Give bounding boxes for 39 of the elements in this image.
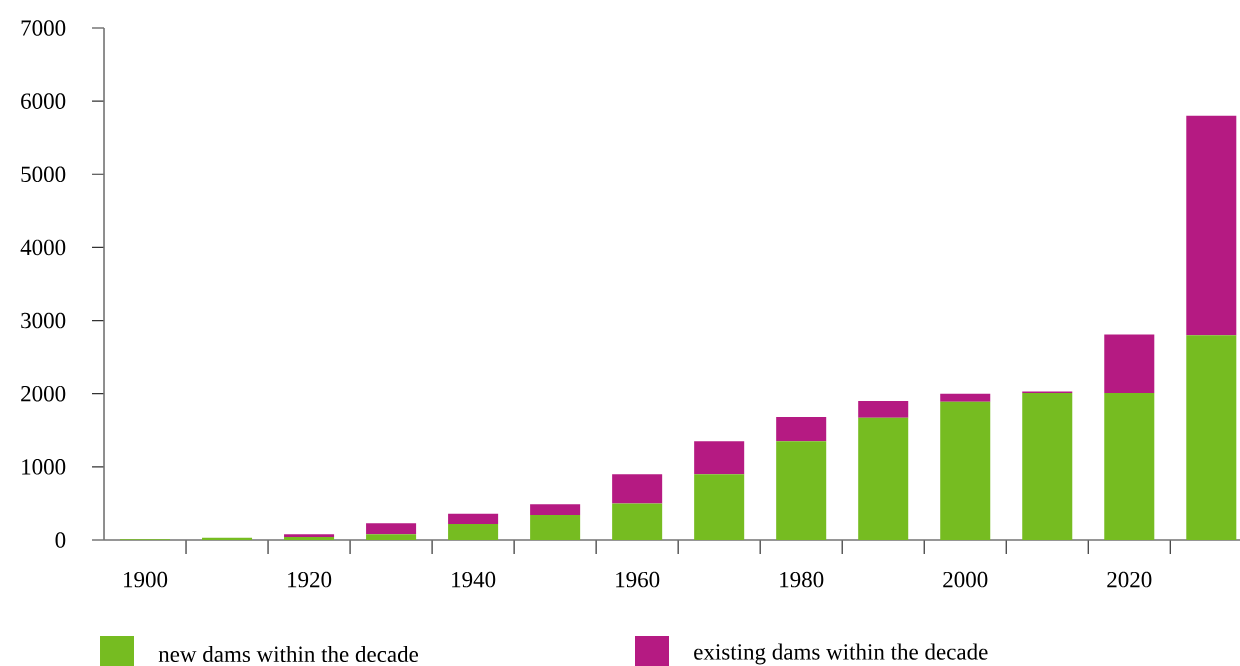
y-tick-label: 6000 bbox=[21, 93, 66, 109]
x-tick-label: 1900 bbox=[124, 571, 168, 588]
y-tick-label: 2000 bbox=[21, 385, 66, 402]
bar bbox=[694, 474, 745, 540]
legend-label: existing dams within the decade bbox=[694, 643, 988, 665]
y-tick-label: 3000 bbox=[21, 312, 66, 329]
bar bbox=[1104, 334, 1155, 393]
bar bbox=[530, 515, 581, 540]
bar bbox=[776, 417, 827, 442]
y-tick-label: 7000 bbox=[21, 20, 66, 36]
bar bbox=[1186, 115, 1237, 336]
y-tick-label: 0 bbox=[55, 532, 66, 548]
bar bbox=[1186, 335, 1237, 540]
x-tick-label: 1920 bbox=[288, 571, 332, 588]
x-tick-label: 1940 bbox=[452, 571, 496, 588]
y-tick-label: 1000 bbox=[22, 459, 66, 475]
bar bbox=[1104, 392, 1155, 540]
bar bbox=[612, 474, 663, 504]
bar bbox=[694, 441, 745, 475]
bar bbox=[776, 441, 827, 540]
x-tick-label: 1980 bbox=[780, 571, 824, 588]
x-tick-label: 2000 bbox=[943, 571, 988, 588]
bar bbox=[940, 401, 991, 540]
bar bbox=[858, 417, 909, 540]
bar bbox=[530, 504, 581, 516]
bar bbox=[366, 534, 417, 540]
legend-label: new dams within the decade bbox=[158, 645, 419, 663]
bar bbox=[858, 401, 909, 418]
bar bbox=[1022, 392, 1073, 540]
y-tick-label: 4000 bbox=[20, 239, 66, 256]
bar bbox=[448, 523, 499, 540]
bar bbox=[940, 393, 991, 402]
bar bbox=[612, 503, 663, 540]
bar bbox=[202, 537, 253, 540]
y-tick-label: 5000 bbox=[21, 166, 66, 183]
x-tick-label: 1960 bbox=[616, 571, 660, 588]
bar bbox=[448, 513, 499, 524]
bar bbox=[366, 523, 417, 535]
x-tick-label: 2020 bbox=[1107, 571, 1152, 588]
